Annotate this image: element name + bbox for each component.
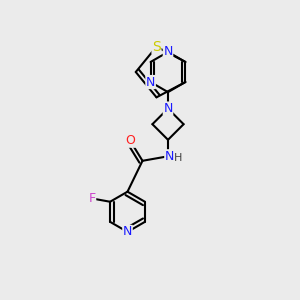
Text: N: N: [123, 225, 132, 239]
Text: N: N: [165, 150, 174, 163]
Text: S: S: [152, 40, 161, 54]
Text: N: N: [146, 76, 155, 88]
Text: F: F: [88, 192, 96, 205]
Text: N: N: [163, 45, 173, 58]
Text: O: O: [126, 134, 135, 147]
Text: H: H: [173, 153, 182, 164]
Text: N: N: [163, 102, 173, 115]
